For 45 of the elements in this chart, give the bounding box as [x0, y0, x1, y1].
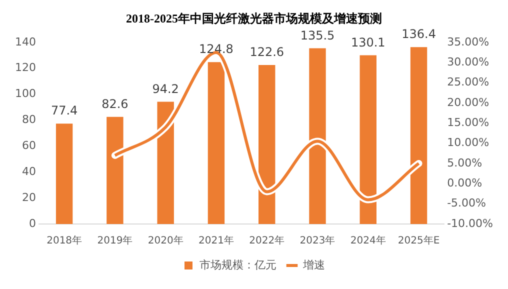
y2-tick-label: -5.00%: [447, 196, 486, 210]
bar: [410, 47, 428, 224]
x-tick-label: 2022年: [249, 234, 285, 247]
y2-tick-label: 20.00%: [447, 96, 490, 109]
y-tick-label: 80: [22, 113, 36, 126]
chart-title: 2018-2025年中国光纤激光器市场规模及增速预测: [126, 11, 382, 26]
y-tick-label: 20: [22, 190, 36, 204]
y-tick-label: 40: [22, 164, 36, 178]
data-label: 82.6: [102, 96, 128, 111]
y2-tick-label: 35.00%: [447, 35, 490, 48]
bar: [157, 102, 174, 224]
bar: [258, 64, 276, 224]
y-tick-label: 0: [28, 216, 36, 230]
x-tick-label: 2019年: [97, 234, 133, 247]
x-tick-label: 2021年: [198, 234, 234, 247]
legend-label: 增速: [302, 258, 325, 272]
y-tick-label: 120: [14, 61, 36, 74]
y2-tick-label: 10.00%: [447, 136, 490, 150]
x-tick-label: 2020年: [148, 234, 184, 247]
x-tick-label: 2024年: [350, 234, 386, 247]
data-label: 122.6: [250, 45, 284, 60]
x-tick-label: 2018年: [46, 234, 82, 247]
y2-tick-label: -10.00%: [447, 216, 494, 230]
legend-label: 市场规模：亿元: [200, 258, 276, 272]
bar: [309, 48, 326, 224]
data-label: 77.4: [50, 104, 78, 118]
x-tick-label: 2023年: [300, 234, 336, 247]
x-tick-label: 2025年E: [398, 234, 440, 247]
bar: [106, 116, 124, 224]
y-tick-label: 100: [14, 87, 36, 100]
data-label: 136.4: [402, 27, 436, 42]
y2-tick-label: 0.00%: [447, 176, 482, 190]
y2-tick-label: 5.00%: [447, 156, 482, 170]
y-tick-label: 60: [22, 139, 36, 152]
bar: [360, 55, 376, 224]
data-label: 94.2: [152, 82, 179, 96]
bar: [208, 62, 225, 224]
data-label: 124.8: [199, 42, 234, 56]
data-label: 135.5: [300, 28, 335, 42]
y2-tick-label: 30.00%: [447, 55, 490, 68]
data-label: 130.1: [350, 35, 386, 50]
y2-tick-label: 15.00%: [447, 116, 490, 129]
bar: [56, 124, 73, 224]
y2-tick-label: 25.00%: [447, 76, 490, 89]
y-tick-label: 140: [14, 35, 36, 48]
